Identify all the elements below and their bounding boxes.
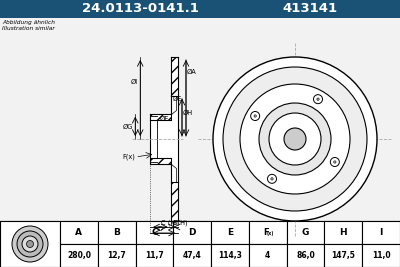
Polygon shape bbox=[170, 182, 178, 221]
Circle shape bbox=[251, 112, 260, 120]
Bar bbox=[362, 244, 400, 267]
Text: F(x): F(x) bbox=[122, 154, 135, 160]
Text: G: G bbox=[302, 228, 309, 237]
Text: A: A bbox=[75, 228, 82, 237]
Circle shape bbox=[271, 178, 273, 180]
Polygon shape bbox=[150, 114, 170, 120]
Text: 11,7: 11,7 bbox=[145, 251, 164, 260]
Text: ØA: ØA bbox=[187, 69, 197, 75]
Text: 147,5: 147,5 bbox=[331, 251, 355, 260]
Bar bbox=[249, 221, 287, 244]
Bar bbox=[0, 221, 400, 267]
Circle shape bbox=[12, 226, 48, 262]
Text: Illustration similar: Illustration similar bbox=[2, 26, 55, 31]
Bar bbox=[98, 244, 136, 267]
Circle shape bbox=[22, 236, 38, 252]
Bar bbox=[60, 244, 98, 267]
Text: H: H bbox=[340, 228, 347, 237]
Circle shape bbox=[330, 158, 339, 167]
Bar bbox=[0, 0, 400, 18]
Polygon shape bbox=[170, 164, 176, 182]
Bar bbox=[136, 221, 173, 244]
Bar bbox=[324, 244, 362, 267]
Text: ØE: ØE bbox=[159, 116, 168, 122]
Text: ØH: ØH bbox=[183, 110, 193, 116]
Bar bbox=[211, 244, 249, 267]
Text: B: B bbox=[172, 220, 176, 226]
Text: D: D bbox=[188, 228, 196, 237]
Circle shape bbox=[223, 67, 367, 211]
Circle shape bbox=[213, 57, 377, 221]
Bar bbox=[0, 221, 60, 267]
Text: 4: 4 bbox=[265, 251, 270, 260]
Polygon shape bbox=[150, 158, 170, 164]
Text: 12,7: 12,7 bbox=[107, 251, 126, 260]
Bar bbox=[249, 244, 287, 267]
Circle shape bbox=[317, 98, 319, 100]
Bar bbox=[60, 221, 98, 244]
Bar bbox=[211, 221, 249, 244]
Text: Abbildung ähnlich: Abbildung ähnlich bbox=[2, 20, 55, 25]
Circle shape bbox=[259, 103, 331, 175]
Text: 114,3: 114,3 bbox=[218, 251, 242, 260]
Text: ØE: ØE bbox=[172, 96, 182, 101]
Bar bbox=[287, 244, 324, 267]
Bar bbox=[324, 221, 362, 244]
Circle shape bbox=[314, 95, 322, 104]
Circle shape bbox=[17, 231, 43, 257]
Text: 86,0: 86,0 bbox=[296, 251, 315, 260]
Bar bbox=[136, 244, 173, 267]
Text: 413141: 413141 bbox=[282, 2, 338, 15]
Text: ØG: ØG bbox=[123, 123, 133, 129]
Polygon shape bbox=[170, 57, 178, 96]
Bar bbox=[150, 120, 170, 158]
Text: C (MTH): C (MTH) bbox=[162, 219, 188, 226]
Bar bbox=[287, 221, 324, 244]
Text: F: F bbox=[264, 228, 269, 237]
Circle shape bbox=[240, 84, 350, 194]
Text: 11,0: 11,0 bbox=[372, 251, 390, 260]
Text: B: B bbox=[113, 228, 120, 237]
Text: C: C bbox=[151, 228, 158, 237]
Text: 24.0113-0141.1: 24.0113-0141.1 bbox=[82, 2, 198, 15]
Circle shape bbox=[268, 174, 276, 183]
Text: D: D bbox=[158, 226, 162, 232]
Circle shape bbox=[269, 113, 321, 165]
Text: (x): (x) bbox=[266, 231, 274, 237]
Bar bbox=[173, 244, 211, 267]
Polygon shape bbox=[170, 96, 176, 114]
Bar bbox=[170, 96, 178, 182]
Text: 47,4: 47,4 bbox=[183, 251, 202, 260]
Text: 280,0: 280,0 bbox=[67, 251, 91, 260]
Circle shape bbox=[284, 128, 306, 150]
Circle shape bbox=[334, 161, 336, 163]
Text: E: E bbox=[227, 228, 233, 237]
Bar bbox=[173, 221, 211, 244]
Circle shape bbox=[26, 241, 34, 248]
Bar bbox=[98, 221, 136, 244]
Text: I: I bbox=[380, 228, 383, 237]
Circle shape bbox=[254, 115, 256, 117]
Bar bbox=[362, 221, 400, 244]
Text: ØI: ØI bbox=[131, 78, 138, 85]
